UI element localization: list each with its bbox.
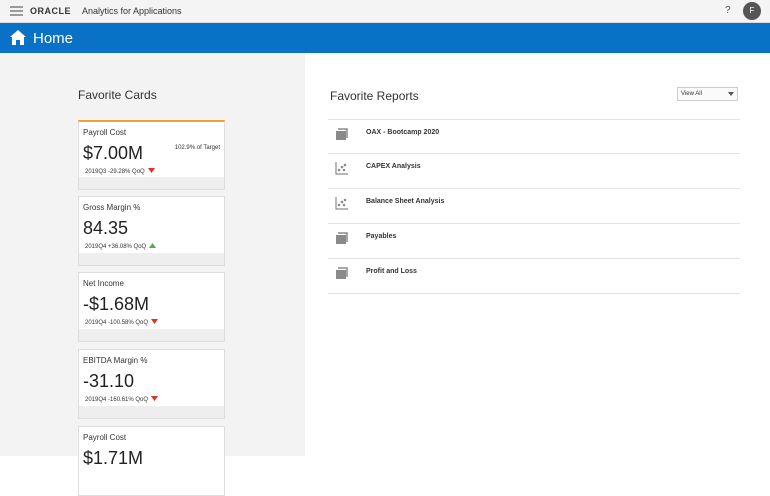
card-period: 2019Q3 [85,169,107,175]
card-period: 2019Q4 [85,397,107,403]
report-name[interactable]: Profit and Loss [366,268,417,275]
card-change: +36.08% QoQ [108,244,147,250]
card-footer [79,177,224,189]
report-name[interactable]: CAPEX Analysis [366,163,421,170]
card-period: 2019Q4 [85,244,107,250]
banner-title: Home [33,30,74,47]
card-period: 2019Q4 [85,320,107,326]
trend-icon [149,243,157,248]
trend-icon [151,396,159,401]
dropdown-arrow [728,92,734,96]
report-name[interactable]: OAX - Bootcamp 2020 [366,129,440,136]
card-footer [79,253,224,265]
avatar[interactable]: F [743,2,761,20]
card-meta: 2019Q4 +36.08% QoQ [85,243,157,250]
card-target: 102.9% of Target [174,145,220,151]
favorite-card[interactable]: Gross Margin % 84.35 2019Q4 +36.08% QoQ [78,196,225,266]
favorite-card[interactable]: Payroll Cost $7.00M 102.9% of Target 2019Q3… [78,120,225,190]
card-change: -100.58% QoQ [108,320,149,326]
view-filter[interactable]: View All [677,87,738,101]
section-title: Favorite Reports [330,89,419,103]
report-row[interactable]: Payables [328,224,740,259]
report-row[interactable]: OAX - Bootcamp 2020 [328,119,740,154]
card-title: Net Income [83,279,124,288]
report-icon [335,162,348,175]
top-bar: ORACLE Analytics for Applications ? F [0,0,770,23]
report-row[interactable]: CAPEX Analysis [328,154,740,189]
card-value: -31.10 [83,371,135,391]
section-title: Favorite Cards [78,88,157,102]
report-row[interactable]: Profit and Loss [328,259,740,294]
menu-icon[interactable] [10,6,23,16]
trend-icon [151,319,159,324]
card-title: Payroll Cost [83,128,127,137]
product-name: Analytics for Applications [82,6,182,16]
report-name[interactable]: Balance Sheet Analysis [366,198,445,205]
card-value: 84.35 [83,218,129,238]
favorite-card[interactable]: Net Income -$1.68M 2019Q4 -100.58% QoQ [78,272,225,342]
card-title: Gross Margin % [83,203,141,212]
report-row[interactable]: Balance Sheet Analysis [328,189,740,224]
report-icon [336,267,348,279]
favorite-card[interactable]: Payroll Cost $1.71M [78,426,225,496]
card-value: -$1.68M [83,294,150,314]
card-change: -160.61% QoQ [108,397,149,403]
report-name[interactable]: Payables [366,233,397,240]
report-icon [335,197,348,210]
card-meta: 2019Q3 -29.28% QoQ [85,168,155,175]
filter-label: View All [681,91,702,97]
help[interactable]: ? [725,5,731,16]
banner: Home [0,23,770,53]
card-value: $1.71M [83,448,144,468]
card-footer [79,406,224,418]
card-title: EBITDA Margin % [83,356,148,365]
right-panel [305,53,770,456]
card-title: Payroll Cost [83,433,127,442]
card-value: $7.00M [83,143,144,163]
card-footer [79,329,224,341]
card-change: -29.28% QoQ [108,169,145,175]
report-icon [336,128,348,140]
trend-icon [147,168,155,173]
favorite-card[interactable]: EBITDA Margin % -31.10 2019Q4 -160.61% QoQ [78,349,225,419]
card-meta: 2019Q4 -160.61% QoQ [85,396,159,403]
brand: ORACLE [30,6,71,16]
report-icon [336,232,348,244]
card-meta: 2019Q4 -100.58% QoQ [85,319,159,326]
home-icon [10,30,26,45]
